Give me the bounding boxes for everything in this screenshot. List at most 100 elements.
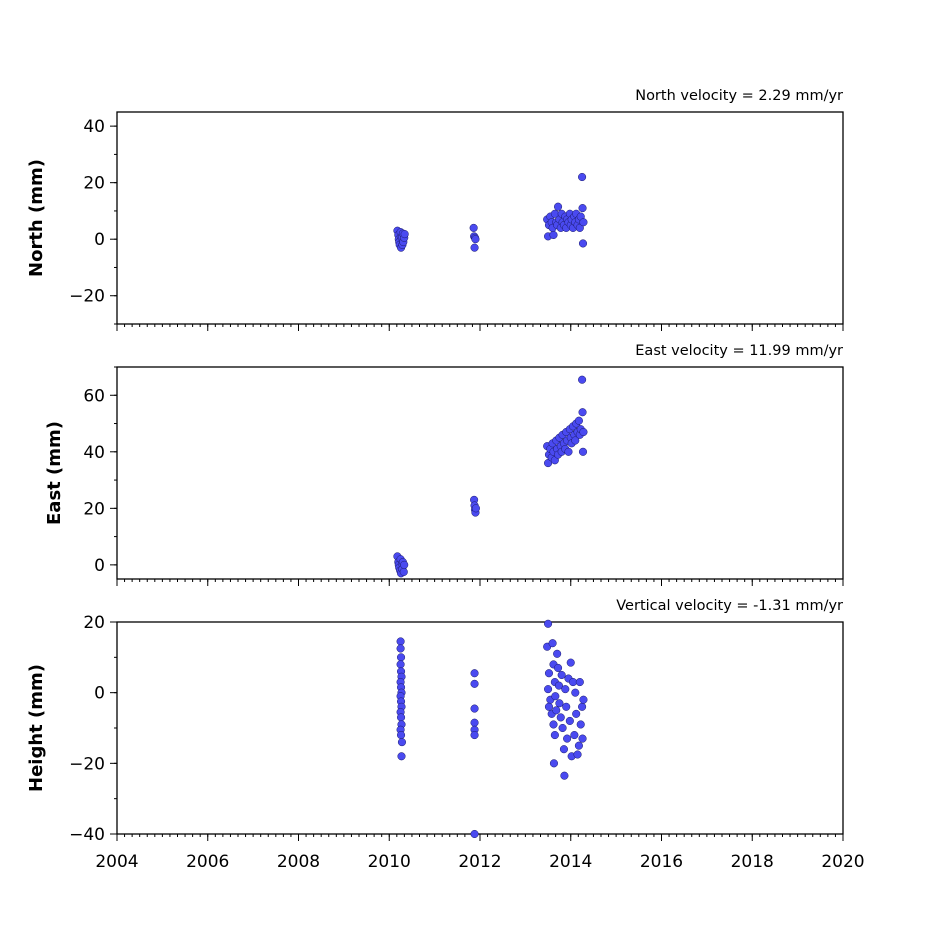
data-point <box>396 637 405 646</box>
data-point <box>471 235 480 244</box>
data-point <box>579 695 588 704</box>
y-axis-label: Height (mm) <box>26 664 47 792</box>
data-point <box>554 681 564 690</box>
data-point <box>544 459 553 468</box>
data-point <box>470 718 479 727</box>
data-point <box>570 731 579 740</box>
data-point <box>470 704 479 713</box>
data-point <box>575 678 584 687</box>
data-point <box>563 734 572 743</box>
data-point <box>553 663 563 672</box>
data-point <box>399 567 408 576</box>
data-point <box>565 716 574 725</box>
panel-north: 40 20 0 −20 North (mm) North velocity = 2.29 … <box>26 88 844 331</box>
data-point <box>544 669 554 678</box>
data-point <box>555 699 564 708</box>
data-point <box>560 771 569 780</box>
y-tick-label: 40 <box>83 117 105 137</box>
data-point <box>561 685 570 694</box>
data-point <box>470 669 479 678</box>
x-tick-label: 2012 <box>458 852 501 872</box>
data-point <box>396 731 406 740</box>
data-point <box>578 702 587 711</box>
x-tick-label: 2018 <box>731 852 774 872</box>
y-tick-label: 60 <box>83 386 105 406</box>
panel-height: 2004 2006 2008 2010 2012 2014 2016 2018 2020200−… <box>26 598 865 872</box>
data-point <box>571 436 580 445</box>
data-point <box>576 720 585 729</box>
data-point <box>551 692 560 701</box>
plot-frame <box>116 621 844 835</box>
data-point <box>470 829 479 838</box>
data-point <box>562 702 571 711</box>
data-point <box>578 375 587 384</box>
data-points <box>393 375 588 578</box>
data-points <box>396 619 588 838</box>
data-point <box>549 759 559 768</box>
data-point <box>397 752 406 761</box>
data-point <box>396 660 405 669</box>
data-point <box>578 204 587 213</box>
data-point <box>469 223 478 232</box>
y-tick-label: 40 <box>83 443 105 463</box>
data-point <box>548 639 557 648</box>
data-point <box>397 738 407 747</box>
data-point <box>573 750 582 759</box>
y-tick-label: 0 <box>94 684 105 704</box>
data-point <box>470 731 479 740</box>
data-point <box>579 218 588 227</box>
velocity-annotation: East velocity = 11.99 mm/yr <box>635 343 843 359</box>
data-point <box>553 649 562 658</box>
velocity-annotation: Vertical velocity = -1.31 mm/yr <box>616 598 843 614</box>
x-tick-label: 2006 <box>186 852 229 872</box>
x-tick-label: 2004 <box>95 852 138 872</box>
data-point <box>574 741 583 750</box>
x-tick-label: 2014 <box>549 852 592 872</box>
data-point <box>552 706 561 715</box>
data-point <box>550 731 559 740</box>
x-tick-label: 2010 <box>368 852 411 872</box>
data-point <box>471 504 480 513</box>
data-point <box>578 447 588 456</box>
panel-east: 60 40 20 0 East (mm) East velocity = 11.99 mm… <box>44 343 844 586</box>
y-tick-label: 20 <box>83 613 105 633</box>
data-point <box>396 644 405 653</box>
plot-frame <box>116 366 844 580</box>
velocity-annotation: North velocity = 2.29 mm/yr <box>635 88 843 104</box>
data-point <box>578 408 587 417</box>
x-tick-label: 2020 <box>821 852 864 872</box>
data-point <box>568 678 578 687</box>
y-tick-label: 20 <box>83 499 105 519</box>
data-points <box>393 172 588 252</box>
data-point <box>557 670 566 680</box>
data-point <box>571 688 580 697</box>
data-point <box>544 685 553 694</box>
data-point <box>578 239 588 248</box>
data-point <box>549 720 558 729</box>
data-point <box>470 679 479 688</box>
y-tick-label: 0 <box>94 230 105 250</box>
data-point <box>544 702 554 711</box>
data-point <box>470 243 479 252</box>
x-tick-label: 2016 <box>640 852 683 872</box>
data-point <box>396 713 406 722</box>
data-point <box>578 734 587 743</box>
data-point <box>549 230 558 240</box>
data-point <box>396 653 406 662</box>
y-tick-label: 20 <box>83 174 105 194</box>
y-tick-label: −20 <box>69 754 105 774</box>
data-point <box>544 619 553 628</box>
y-axis-label: East (mm) <box>44 421 65 525</box>
y-tick-label: −40 <box>69 825 105 845</box>
data-point <box>575 223 584 232</box>
data-point <box>578 172 587 182</box>
data-point <box>556 713 565 722</box>
y-tick-label: −20 <box>69 287 105 307</box>
x-tick-label: 2008 <box>277 852 320 872</box>
y-axis-label: North (mm) <box>26 159 47 277</box>
data-point <box>400 230 409 239</box>
y-tick-label: 0 <box>94 556 105 576</box>
data-point <box>574 416 583 425</box>
